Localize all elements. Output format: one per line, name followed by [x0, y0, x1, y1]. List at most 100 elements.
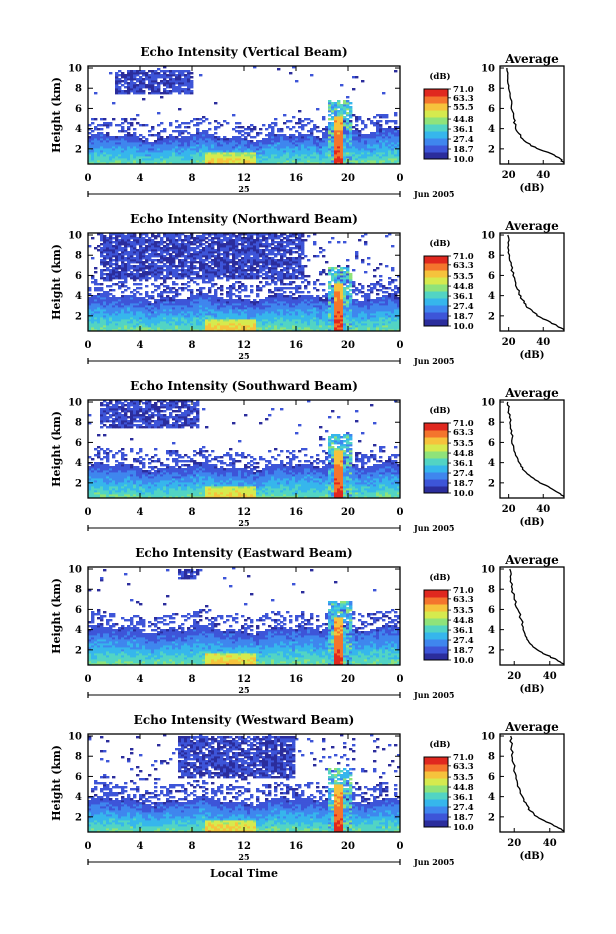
heatmap-cell [232, 299, 235, 301]
heatmap-cell [283, 267, 286, 269]
heatmap-cell [229, 138, 232, 140]
heatmap-cell [208, 287, 211, 289]
heatmap-cell [157, 82, 160, 84]
heatmap-cell [100, 247, 103, 249]
heatmap-cell [214, 249, 217, 251]
heatmap-cell [271, 126, 274, 128]
heatmap-cell [271, 122, 274, 124]
heatmap-cell [94, 295, 97, 297]
heatmap-cell [184, 136, 187, 138]
heatmap-cell [316, 130, 319, 132]
heatmap-cell [106, 132, 109, 134]
heatmap-cell [214, 132, 217, 134]
heatmap-cell [163, 255, 166, 257]
heatmap-cell [301, 120, 304, 122]
heatmap-cell [181, 88, 184, 90]
heatmap-cell [142, 70, 145, 72]
heatmap-cell [103, 122, 106, 124]
heatmap-cell [118, 239, 121, 241]
heatmap-cell [136, 84, 139, 86]
heatmap-cell [253, 273, 256, 275]
heatmap-cell [244, 132, 247, 134]
profile-y-tick-label: 4 [488, 124, 495, 135]
heatmap-cell [154, 241, 157, 243]
heatmap-cell [166, 243, 169, 245]
heatmap-cell [352, 126, 355, 128]
heatmap-cell [178, 130, 181, 132]
heatmap-cell [169, 277, 172, 279]
heatmap-cell [283, 259, 286, 261]
heatmap-cell [196, 261, 199, 263]
heatmap-cell [259, 249, 262, 251]
heatmap-cell [202, 243, 205, 245]
heatmap-cell [103, 235, 106, 237]
heatmap-cell [157, 72, 160, 74]
heatmap-cell [118, 271, 121, 273]
heatmap-cell [214, 283, 217, 285]
heatmap-cell [193, 134, 196, 136]
heatmap-cell [121, 126, 124, 128]
heatmap-cell [385, 128, 388, 130]
heatmap-cell [118, 70, 121, 72]
heatmap-cell [250, 257, 253, 259]
heatmap-cell [271, 247, 274, 249]
heatmap-cell [118, 297, 121, 299]
heatmap-cell [160, 80, 163, 82]
heatmap-cell [154, 259, 157, 261]
heatmap-cell [340, 84, 343, 86]
heatmap-cell [235, 281, 238, 283]
heatmap-cell [193, 271, 196, 273]
heatmap-cell [112, 267, 115, 269]
heatmap-cell [253, 239, 256, 241]
heatmap-cell [265, 253, 268, 255]
heatmap-cell [280, 128, 283, 130]
y-tick-label: 6 [75, 104, 82, 115]
heatmap-cell [292, 134, 295, 136]
heatmap-cell [277, 287, 280, 289]
heatmap-cell [238, 281, 241, 283]
heatmap-cell [130, 291, 133, 293]
heatmap-cell [163, 241, 166, 243]
heatmap-cell [295, 122, 298, 124]
heatmap-cell [262, 277, 265, 279]
heatmap-cell [91, 237, 94, 239]
heatmap-cell [271, 257, 274, 259]
heatmap-cell [382, 114, 385, 116]
heatmap-cell [112, 283, 115, 285]
heatmap-cell [322, 132, 325, 134]
heatmap-cell [277, 68, 280, 70]
heatmap-cell [163, 70, 166, 72]
heatmap-cell [112, 237, 115, 239]
heatmap-cell [358, 116, 361, 118]
heatmap-cell [274, 281, 277, 283]
heatmap-cell [148, 301, 151, 303]
heatmap-cell [163, 263, 166, 265]
heatmap-cell [163, 138, 166, 140]
heatmap-cell [154, 140, 157, 142]
heatmap-cell [184, 74, 187, 76]
heatmap-cell [148, 130, 151, 132]
heatmap-cell [244, 245, 247, 247]
heatmap-cell [121, 136, 124, 138]
heatmap-cell [196, 293, 199, 295]
heatmap-cell [157, 112, 160, 114]
heatmap-cell [277, 259, 280, 261]
heatmap-cell [220, 257, 223, 259]
heatmap-cell [115, 297, 118, 299]
heatmap-cell [274, 245, 277, 247]
heatmap-cell [169, 297, 172, 299]
heatmap-cell [211, 237, 214, 239]
profile-title: Average [504, 52, 559, 66]
heatmap-cell [190, 80, 193, 82]
heatmap-cell [217, 122, 220, 124]
heatmap-cell [163, 245, 166, 247]
heatmap-cell [136, 122, 139, 124]
heatmap-cell [145, 255, 148, 257]
heatmap-cell [169, 90, 172, 92]
heatmap-cell [277, 271, 280, 273]
x-tick-label: 16 [289, 173, 303, 184]
heatmap-cell [133, 82, 136, 84]
heatmap-cell [175, 283, 178, 285]
heatmap-cell [310, 74, 313, 76]
